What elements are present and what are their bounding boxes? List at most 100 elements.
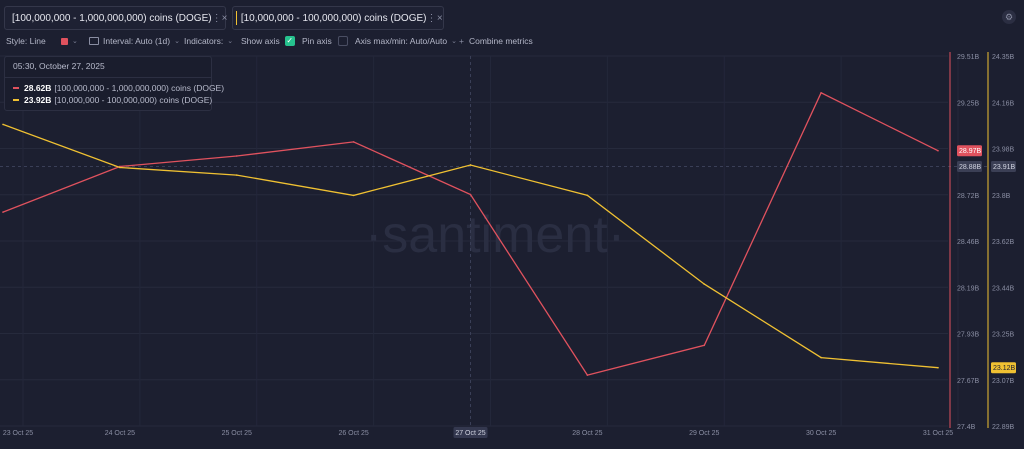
data-point bbox=[937, 366, 939, 369]
interval-label: Interval: Auto (1d) bbox=[103, 36, 171, 46]
more-options-icon[interactable]: ⋮ bbox=[211, 12, 222, 24]
badge-yellow-last-bg bbox=[991, 362, 1016, 374]
tab-label: [100,000,000 - 1,000,000,000) coins (DOG… bbox=[12, 12, 212, 24]
y-left-tick-label: 29.25B bbox=[957, 100, 980, 107]
tooltip-value: 23.92B bbox=[24, 95, 52, 105]
show-axis-label: Show axis bbox=[241, 36, 280, 46]
chevron-down-icon: ⌄ bbox=[174, 38, 180, 45]
data-point bbox=[352, 141, 355, 143]
divider bbox=[5, 77, 211, 78]
plus-icon: + bbox=[459, 36, 464, 46]
data-point bbox=[235, 174, 238, 176]
data-point bbox=[119, 166, 121, 169]
close-icon[interactable]: × bbox=[436, 12, 443, 24]
y-right-tick-label: 23.44B bbox=[992, 285, 1015, 292]
x-tick-label: 29 Oct 25 bbox=[689, 430, 719, 437]
y-left-tick-label: 27.93B bbox=[957, 332, 980, 339]
series-color-marker bbox=[236, 11, 237, 25]
x-tick-label: 24 Oct 25 bbox=[105, 430, 135, 437]
x-hover-label-bg bbox=[453, 427, 488, 438]
badge-yellow-last: 23.12B bbox=[993, 365, 1016, 372]
x-tick-label: 26 Oct 25 bbox=[338, 430, 368, 437]
y-right-tick-label: 23.25B bbox=[992, 332, 1015, 339]
tooltip-value: 28.62B bbox=[24, 83, 52, 93]
x-tick-label: 27 Oct 25 bbox=[455, 430, 485, 437]
pin-axis-label: Pin axis bbox=[302, 36, 332, 46]
y-left-tick-label: 28.19B bbox=[957, 285, 980, 292]
y-left-tick-label: 28.72B bbox=[957, 193, 980, 200]
tooltip-series-name: [10,000,000 - 100,000,000) coins (DOGE) bbox=[54, 95, 213, 105]
data-point bbox=[2, 123, 4, 126]
badge-right-hover-bg bbox=[991, 160, 1016, 172]
series-marker bbox=[13, 99, 19, 101]
axis-maxmin-label: Axis max/min: Auto/Auto bbox=[355, 36, 448, 46]
badge-red-last-bg bbox=[957, 145, 982, 157]
data-point bbox=[937, 149, 939, 152]
badge-left-hover-bg bbox=[957, 160, 982, 172]
data-point bbox=[820, 356, 822, 359]
metric-tab-medium-holders[interactable]: [10,000,000 - 100,000,000) coins (DOGE) … bbox=[232, 6, 444, 30]
more-options-icon[interactable]: ⋮ bbox=[426, 12, 437, 24]
y-right-tick-label: 23.07B bbox=[992, 378, 1015, 385]
y-right-tick-label: 23.8B bbox=[992, 193, 1011, 200]
x-tick-label: 28 Oct 25 bbox=[572, 430, 602, 437]
tooltip-row-red: 28.62B [100,000,000 - 1,000,000,000) coi… bbox=[13, 83, 224, 93]
data-point bbox=[469, 164, 472, 166]
calendar-icon bbox=[89, 37, 99, 45]
data-point bbox=[820, 92, 822, 94]
data-point bbox=[586, 194, 589, 197]
indicators-dropdown[interactable]: Indicators: ⌄ bbox=[184, 34, 233, 48]
metric-tab-large-holders[interactable]: [100,000,000 - 1,000,000,000) coins (DOG… bbox=[4, 6, 228, 30]
y-right-tick-label: 23.62B bbox=[992, 239, 1015, 246]
metric-tab-bar: [100,000,000 - 1,000,000,000) coins (DOG… bbox=[0, 0, 1024, 32]
x-tick-label: 30 Oct 25 bbox=[806, 430, 836, 437]
show-axis-toggle[interactable]: Show axis ✓ bbox=[241, 34, 295, 48]
color-picker[interactable]: ⌄ bbox=[61, 34, 78, 48]
data-point bbox=[2, 211, 4, 213]
badge-red-last: 28.97B bbox=[959, 148, 982, 155]
chevron-down-icon: ⌄ bbox=[72, 38, 78, 45]
settings-gear-icon[interactable]: ⚙ bbox=[1002, 10, 1016, 24]
chevron-down-icon: ⌄ bbox=[227, 38, 234, 45]
checkbox-empty bbox=[337, 36, 348, 46]
hover-tooltip: 05:30, October 27, 2025 28.62B [100,000,… bbox=[4, 56, 224, 111]
chart-toolbar: Style: Line ⌄ Interval: Auto (1d) ⌄ Indic… bbox=[0, 34, 1024, 48]
data-point bbox=[703, 283, 706, 285]
axis-maxmin-dropdown[interactable]: Axis max/min: Auto/Auto ⌄ bbox=[355, 34, 457, 48]
color-swatch bbox=[61, 37, 68, 45]
combine-metrics-button[interactable]: + Combine metrics bbox=[459, 34, 533, 48]
tab-label: [10,000,000 - 100,000,000) coins (DOGE) bbox=[240, 12, 427, 24]
badge-left-hover: 28.88B bbox=[959, 164, 982, 171]
y-right-tick-label: 23.98B bbox=[992, 147, 1015, 154]
badge-right-hover: 23.91B bbox=[993, 164, 1016, 171]
santiment-watermark: ·santiment· bbox=[365, 206, 625, 264]
y-right-tick-label: 24.35B bbox=[992, 54, 1015, 61]
x-tick-label: 31 Oct 25 bbox=[923, 430, 953, 437]
data-point bbox=[586, 374, 589, 376]
indicators-label: Indicators: bbox=[184, 36, 224, 46]
data-point bbox=[235, 155, 238, 157]
y-left-tick-label: 27.4B bbox=[957, 424, 976, 431]
y-left-tick-label: 27.67B bbox=[957, 378, 980, 385]
x-tick-label: 23 Oct 25 bbox=[3, 430, 33, 437]
pin-axis-toggle[interactable]: Pin axis bbox=[302, 34, 348, 48]
interval-dropdown[interactable]: Interval: Auto (1d) ⌄ bbox=[89, 34, 180, 48]
series-marker bbox=[13, 87, 19, 89]
data-point bbox=[469, 193, 472, 196]
x-tick-label: 25 Oct 25 bbox=[222, 430, 252, 437]
close-icon[interactable]: × bbox=[221, 12, 228, 24]
combine-label: Combine metrics bbox=[468, 36, 533, 46]
tooltip-series-name: [100,000,000 - 1,000,000,000) coins (DOG… bbox=[54, 83, 225, 93]
style-dropdown[interactable]: Style: Line bbox=[6, 34, 46, 48]
y-right-tick-label: 22.89B bbox=[992, 424, 1015, 431]
data-point bbox=[352, 194, 355, 197]
style-label: Style: Line bbox=[6, 36, 46, 46]
y-left-tick-label: 29.51B bbox=[957, 54, 980, 61]
chevron-down-icon: ⌄ bbox=[451, 38, 457, 45]
tooltip-date: 05:30, October 27, 2025 bbox=[13, 61, 105, 71]
y-right-tick-label: 24.16B bbox=[992, 100, 1015, 107]
check-icon: ✓ bbox=[284, 36, 295, 46]
data-point bbox=[703, 344, 706, 347]
tooltip-row-yellow: 23.92B [10,000,000 - 100,000,000) coins … bbox=[13, 95, 212, 105]
